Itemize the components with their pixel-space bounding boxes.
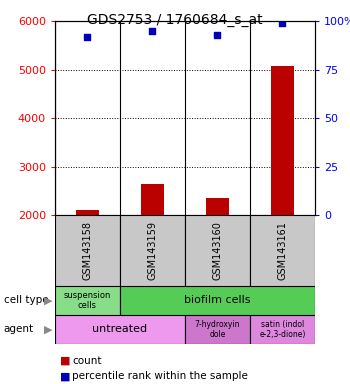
Text: agent: agent [4,324,34,334]
Text: biofilm cells: biofilm cells [184,295,251,306]
Bar [120,286,315,315]
Text: cell type: cell type [4,295,48,306]
Bar [55,286,120,315]
Text: ■: ■ [60,371,71,381]
Bar [55,315,185,344]
Text: ▶: ▶ [44,295,52,306]
Text: count: count [72,356,102,366]
Text: GDS2753 / 1760684_s_at: GDS2753 / 1760684_s_at [87,13,263,27]
Bar [76,210,99,215]
Text: GSM143161: GSM143161 [278,221,287,280]
Bar [185,315,250,344]
Point [150,28,155,34]
Bar [55,215,120,286]
Bar [250,315,315,344]
Text: GSM143158: GSM143158 [83,221,92,280]
Bar [206,198,229,215]
Point [280,20,285,26]
Text: GSM143159: GSM143159 [147,221,158,280]
Bar [185,215,250,286]
Text: ■: ■ [60,356,71,366]
Text: ▶: ▶ [44,324,52,334]
Text: suspension
cells: suspension cells [64,291,111,310]
Text: satin (indol
e-2,3-dione): satin (indol e-2,3-dione) [259,319,306,339]
Bar [250,215,315,286]
Point [85,33,90,40]
Text: untreated: untreated [92,324,148,334]
Bar [271,66,294,215]
Point [215,31,220,38]
Text: 7-hydroxyin
dole: 7-hydroxyin dole [195,319,240,339]
Text: GSM143160: GSM143160 [212,221,223,280]
Bar [141,184,164,215]
Text: percentile rank within the sample: percentile rank within the sample [72,371,248,381]
Bar [120,215,185,286]
